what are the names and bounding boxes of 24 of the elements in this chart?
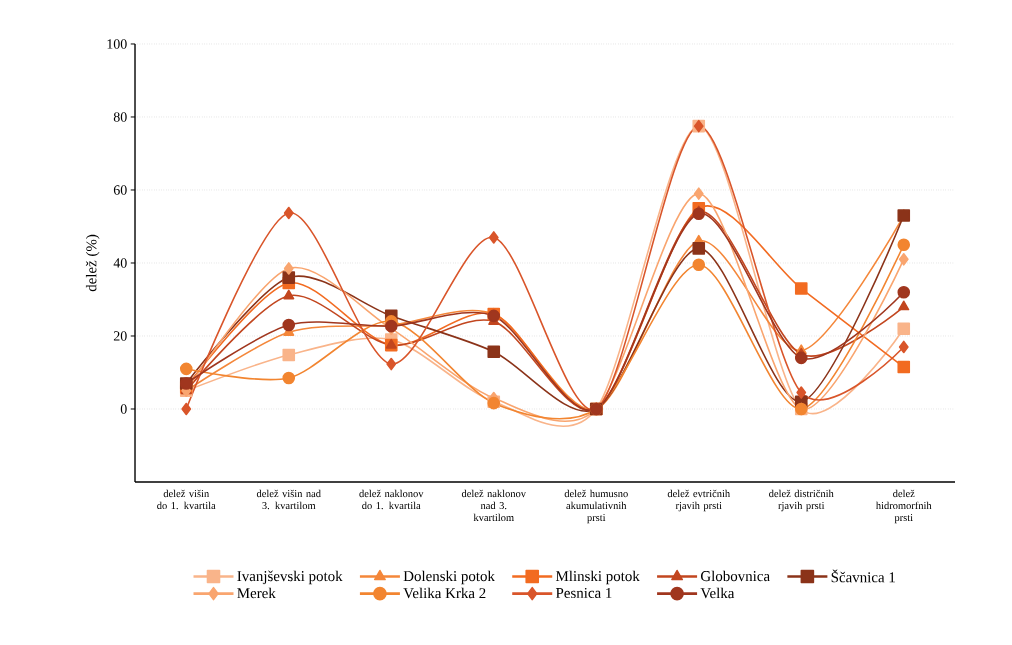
legend-label: Mlinski potok: [555, 570, 640, 585]
x-tick-label: delež distričnih rjavih prsti: [769, 489, 834, 512]
legend-label: Dolenski potok: [403, 570, 495, 585]
legend-label: Pesnica 1: [555, 587, 612, 598]
y-tick-label: 100: [107, 39, 127, 49]
y-tick-label: 20: [113, 331, 127, 341]
x-tick-label: delež višin do 1. kvartila: [157, 489, 216, 510]
x-tick-label: delež naklonov do 1. kvartila: [359, 489, 424, 510]
x-tick-label: delež višin nad 3. kvartilom: [256, 489, 321, 510]
legend-label: Globovnica: [700, 570, 770, 582]
legend-label: Velka: [700, 587, 735, 599]
y-tick-label: 0: [120, 404, 127, 414]
legend-label: Merek: [237, 587, 276, 599]
x-tick-label: delež hidromorfnih prsti: [875, 489, 932, 524]
legend-label: Velika Krka 2: [403, 587, 486, 599]
y-tick-label: 80: [113, 112, 127, 122]
y-tick-label: 40: [113, 258, 127, 268]
x-tick-label: delež humusno akumulativnih prsti: [564, 489, 628, 524]
y-tick-label: 60: [113, 185, 127, 195]
x-tick-label: delež naklonov nad 3. kvartilom: [461, 489, 527, 522]
y-axis-title: delež (%): [85, 234, 100, 292]
legend-label: Ivanjševski potok: [237, 570, 343, 585]
x-tick-label: delež evtričnih rjavih prsti: [667, 489, 730, 512]
legend-label: Ščavnica 1: [831, 569, 895, 583]
